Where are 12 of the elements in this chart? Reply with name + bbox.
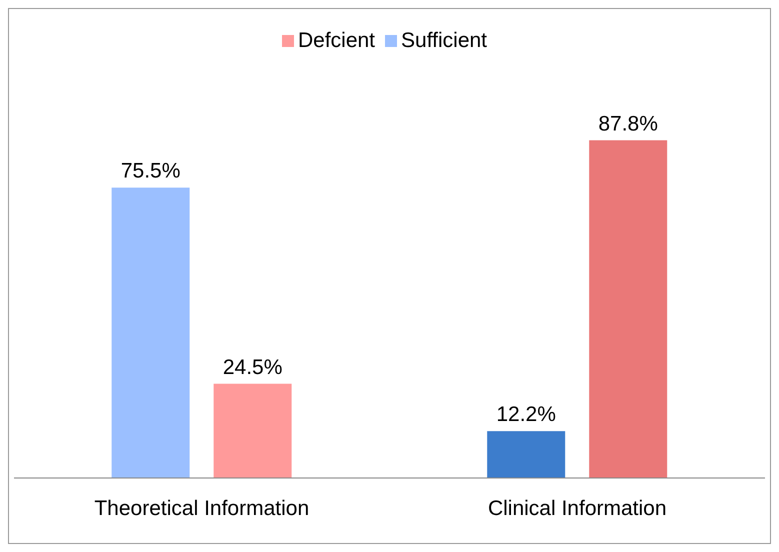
bar	[112, 188, 190, 478]
bar	[487, 431, 566, 478]
data-label: 12.2%	[496, 403, 556, 426]
data-label: 24.5%	[222, 356, 282, 379]
bar	[589, 140, 668, 478]
data-label: 87.8%	[598, 112, 658, 136]
legend-label: Sufficient	[401, 29, 488, 52]
x-tick-label: Theoretical Information	[94, 496, 310, 520]
x-tick-label: Clinical Information	[488, 496, 667, 520]
bar	[214, 384, 292, 478]
data-label: 75.5%	[120, 160, 180, 183]
legend-label: Defcient	[298, 29, 376, 52]
